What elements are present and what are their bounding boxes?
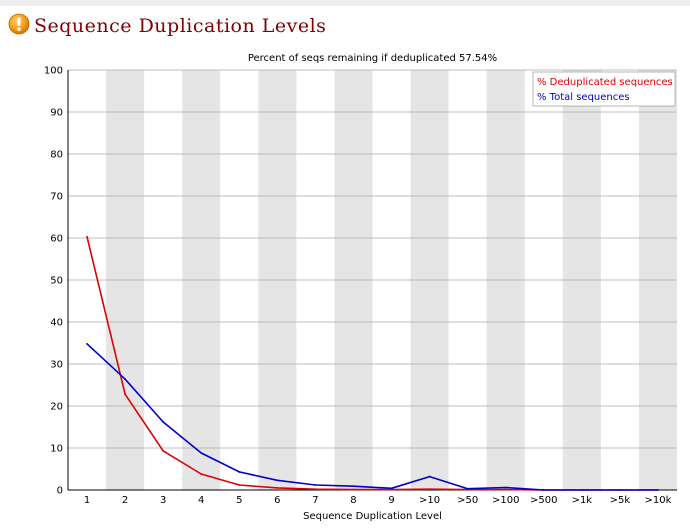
y-tick-label: 30 — [50, 360, 63, 371]
data-point — [124, 393, 126, 396]
data-point — [276, 487, 279, 489]
data-point — [390, 488, 393, 491]
x-axis-label: Sequence Duplication Level — [303, 511, 442, 522]
x-tick-label: >1k — [572, 495, 593, 506]
x-tick-label: 1 — [84, 495, 90, 506]
legend-entry: % Total sequences — [537, 92, 630, 103]
x-tick-label: 6 — [274, 495, 280, 506]
data-point — [200, 452, 203, 454]
data-point — [352, 488, 355, 491]
y-tick-label: 20 — [50, 402, 63, 413]
x-tick-label: 8 — [350, 495, 356, 506]
data-point — [542, 489, 545, 491]
module-header: Sequence Duplication Levels — [6, 10, 686, 44]
y-tick-label: 70 — [50, 192, 63, 203]
y-tick-label: 60 — [50, 234, 63, 245]
data-point — [124, 378, 126, 381]
x-tick-labels: 1 2 3 4 5 6 7 8 9 >10 >50 >100 >500 >1k >5k >10k — [84, 495, 672, 506]
data-point — [314, 488, 317, 491]
y-tick-label: 40 — [50, 318, 63, 329]
data-point — [619, 489, 621, 491]
data-point — [352, 485, 355, 488]
chart-series — [86, 236, 658, 491]
chart-title: Percent of seqs remaining if deduplicate… — [248, 53, 497, 64]
y-tick-label: 10 — [50, 444, 63, 455]
x-tick-label: 2 — [122, 495, 128, 506]
series-line-total — [86, 343, 658, 491]
y-tick-label: 80 — [50, 150, 63, 161]
data-point — [238, 484, 241, 486]
data-point — [162, 421, 165, 423]
data-point — [200, 473, 203, 475]
x-tick-label: >10 — [419, 495, 440, 506]
y-tick-labels: 0 10 20 30 40 50 60 70 80 90 100 — [44, 66, 63, 497]
y-tick-label: 0 — [57, 486, 63, 497]
x-tick-label: >50 — [457, 495, 478, 506]
data-point — [428, 488, 431, 491]
data-point — [276, 479, 279, 482]
page-title: Sequence Duplication Levels — [34, 15, 327, 37]
x-tick-label: >500 — [530, 495, 557, 506]
top-border — [0, 0, 690, 6]
data-point — [657, 489, 659, 491]
legend-entry: % Deduplicated sequences — [537, 77, 673, 88]
x-tick-label: 4 — [198, 495, 204, 506]
data-point — [314, 484, 317, 486]
y-tick-label: 90 — [50, 108, 63, 119]
data-point — [428, 475, 431, 478]
chart-legend: % Deduplicated sequences % Total sequence… — [532, 71, 676, 107]
x-tick-label: 7 — [312, 495, 318, 506]
y-tick-label: 100 — [44, 66, 63, 77]
y-tick-label: 50 — [50, 276, 63, 287]
warning-icon — [8, 13, 30, 35]
legend-box — [532, 71, 676, 107]
x-tick-label: 3 — [160, 495, 166, 506]
data-point — [86, 235, 88, 238]
x-tick-label: >5k — [610, 495, 631, 506]
data-point — [466, 487, 469, 490]
x-tick-label: >100 — [492, 495, 519, 506]
chart-points — [86, 235, 659, 491]
x-tick-label: 5 — [236, 495, 242, 506]
data-point — [238, 471, 241, 473]
data-point — [504, 486, 507, 489]
x-tick-label: 9 — [388, 495, 394, 506]
data-point — [86, 342, 88, 345]
data-point — [162, 450, 165, 452]
data-point — [580, 489, 583, 491]
data-point — [504, 488, 507, 491]
data-point — [390, 487, 393, 490]
x-tick-label: >10k — [645, 495, 672, 506]
